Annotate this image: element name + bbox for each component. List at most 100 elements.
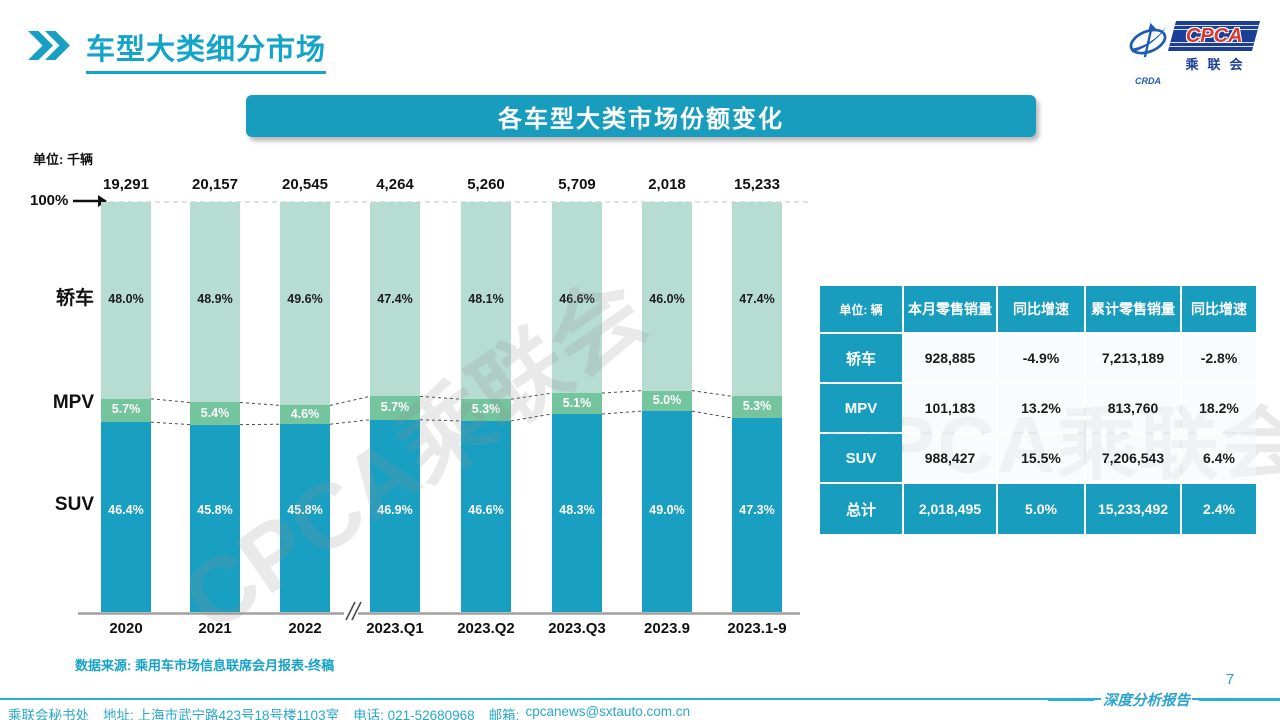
sedan-share-label: 48.9% (197, 292, 233, 306)
hundred-percent-label: 100% (30, 192, 69, 209)
table-col-header: 同比增速 (998, 286, 1084, 332)
table-cell: 813,760 (1086, 384, 1180, 432)
bar-2023.1-9: 47.4% 5.3% 47.3% (732, 202, 782, 612)
suv-share-label: 47.3% (739, 503, 775, 517)
table-cell: 5.0% (998, 484, 1084, 534)
mpv-share-label: 5.7% (111, 402, 141, 417)
table-cell: 15.5% (998, 434, 1084, 482)
bar-total-label: 19,291 (103, 176, 149, 193)
sedan-share-label: 46.6% (559, 292, 595, 306)
footer-org: 乘联会秘书处 (8, 708, 89, 720)
bar-2023.9: 46.0% 5.0% 49.0% (642, 202, 692, 612)
footer-divider (0, 698, 1280, 700)
suv-share-label: 49.0% (649, 503, 685, 517)
segment-mpv (552, 393, 602, 414)
segment-mpv (461, 399, 511, 421)
suv-share-label: 46.4% (108, 503, 144, 517)
logo-cn-text: 乘联会 (1185, 57, 1252, 72)
x-axis-label: 2023.Q2 (457, 620, 515, 637)
bar-total-label: 5,260 (467, 176, 505, 193)
table-row-label: 总计 (820, 484, 902, 534)
footer-contact: 乘联会秘书处 地址: 上海市武宁路423号18号楼1103室 电话: 021-5… (8, 704, 690, 720)
mpv-share-label: 5.0% (652, 392, 682, 407)
hundred-percent-marker: 100% (30, 192, 108, 209)
legend-mpv: MPV (52, 392, 94, 413)
sedan-share-label: 46.0% (649, 292, 685, 306)
segment-sedan (101, 202, 151, 399)
x-axis-label: 2021 (198, 620, 232, 637)
x-axis-label: 2022 (288, 620, 322, 637)
segment-mpv (190, 402, 240, 425)
segment-mpv (280, 405, 330, 425)
segment-mpv (101, 398, 151, 423)
bar-total-label: 20,545 (282, 176, 328, 193)
table-col-header: 同比增速 (1182, 286, 1256, 332)
table-cell: 101,183 (904, 384, 996, 432)
logo-crda-text: CRDA (1135, 76, 1161, 86)
x-axis-label: 2023.1-9 (727, 620, 787, 637)
report-label: 深度分析报告 (1048, 689, 1280, 710)
section-banner: 各车型大类市场份额变化 (246, 95, 1036, 137)
table-cell: 928,885 (904, 334, 996, 382)
legend-sedan: 轿车 (55, 288, 94, 309)
bar-total-label: 2,018 (648, 176, 686, 193)
cpca-logo-mark-icon (1129, 22, 1167, 58)
x-axis-label: 2023.9 (644, 620, 690, 637)
cpca-logo: CRDA CPCA 乘联会 (1127, 21, 1261, 86)
segment-suv (190, 424, 240, 612)
footer-email-link[interactable]: cpcanews@sxtauto.com.cn (525, 704, 690, 719)
report-label-line-right (1199, 698, 1280, 701)
table-row-label: MPV (820, 384, 902, 432)
bar-total-label: 20,157 (192, 176, 238, 193)
segment-suv (101, 422, 151, 612)
suv-share-label: 45.8% (197, 503, 233, 517)
logo-cpca-box: CPCA (1167, 21, 1261, 51)
table-cell: 7,213,189 (1086, 334, 1180, 382)
bar-total-label: 15,233 (734, 176, 780, 193)
table-cell: -4.9% (998, 334, 1084, 382)
sedan-share-label: 47.4% (739, 292, 775, 306)
table-cell: 7,206,543 (1086, 434, 1180, 482)
suv-share-label: 46.6% (468, 503, 504, 517)
mpv-share-label: 4.6% (290, 406, 320, 421)
bar-2022: 49.6% 4.6% 45.8% (280, 202, 330, 612)
bar-2020: 48.0% 5.7% 46.4% (101, 202, 151, 612)
table-col-header: 本月零售销量 (904, 286, 996, 332)
logo-cpca-text: CPCA (1185, 24, 1243, 47)
footer-address: 地址: 上海市武宁路423号18号楼1103室 (103, 708, 340, 720)
sedan-share-label: 48.1% (468, 292, 504, 306)
segment-sedan (280, 202, 330, 406)
page-title: 车型大类细分市场 (86, 26, 327, 74)
sedan-share-label: 47.4% (377, 292, 413, 306)
mpv-share-label: 5.3% (471, 402, 501, 417)
table-cell: 13.2% (998, 384, 1084, 432)
footer-phone: 电话: 021-52680968 (353, 708, 475, 720)
mpv-share-label: 5.4% (200, 405, 230, 420)
bar-2023.Q3: 46.6% 5.1% 48.3% (552, 202, 602, 612)
page-number: 7 (1225, 671, 1235, 688)
footer-email-label: 邮箱: (488, 708, 520, 720)
x-axis-label: 2023.Q3 (548, 620, 606, 637)
legend-suv: SUV (54, 494, 94, 515)
suv-share-label: 45.8% (287, 503, 323, 517)
chart-unit-label: 单位: 千辆 (33, 152, 93, 167)
segment-sedan (732, 202, 782, 397)
suv-share-label: 48.3% (559, 503, 595, 517)
table-unit-label: 单位: 辆 (820, 286, 902, 332)
table-cell: -2.8% (1182, 334, 1256, 382)
segment-mpv (732, 396, 782, 419)
table-cell: 2,018,495 (904, 484, 996, 534)
segment-sedan (642, 202, 692, 391)
data-source-note: 数据来源: 乘用车市场信息联席会月报表-终稿 (75, 658, 335, 673)
segment-suv (732, 418, 782, 612)
segment-sedan (370, 202, 420, 397)
table-cell: 6.4% (1182, 434, 1256, 482)
segment-suv (280, 424, 330, 612)
section-banner-title: 各车型大类市场份额变化 (498, 105, 784, 133)
x-axis-label: 2023.Q1 (366, 620, 424, 637)
mpv-share-label: 5.7% (380, 400, 410, 415)
segment-sedan (461, 202, 511, 400)
sales-table: 单位: 辆本月零售销量 同比增速 累计零售销量 同比增速 轿车 928,885 -4.9% 7… (820, 286, 1256, 534)
mpv-share-label: 5.1% (562, 395, 592, 410)
